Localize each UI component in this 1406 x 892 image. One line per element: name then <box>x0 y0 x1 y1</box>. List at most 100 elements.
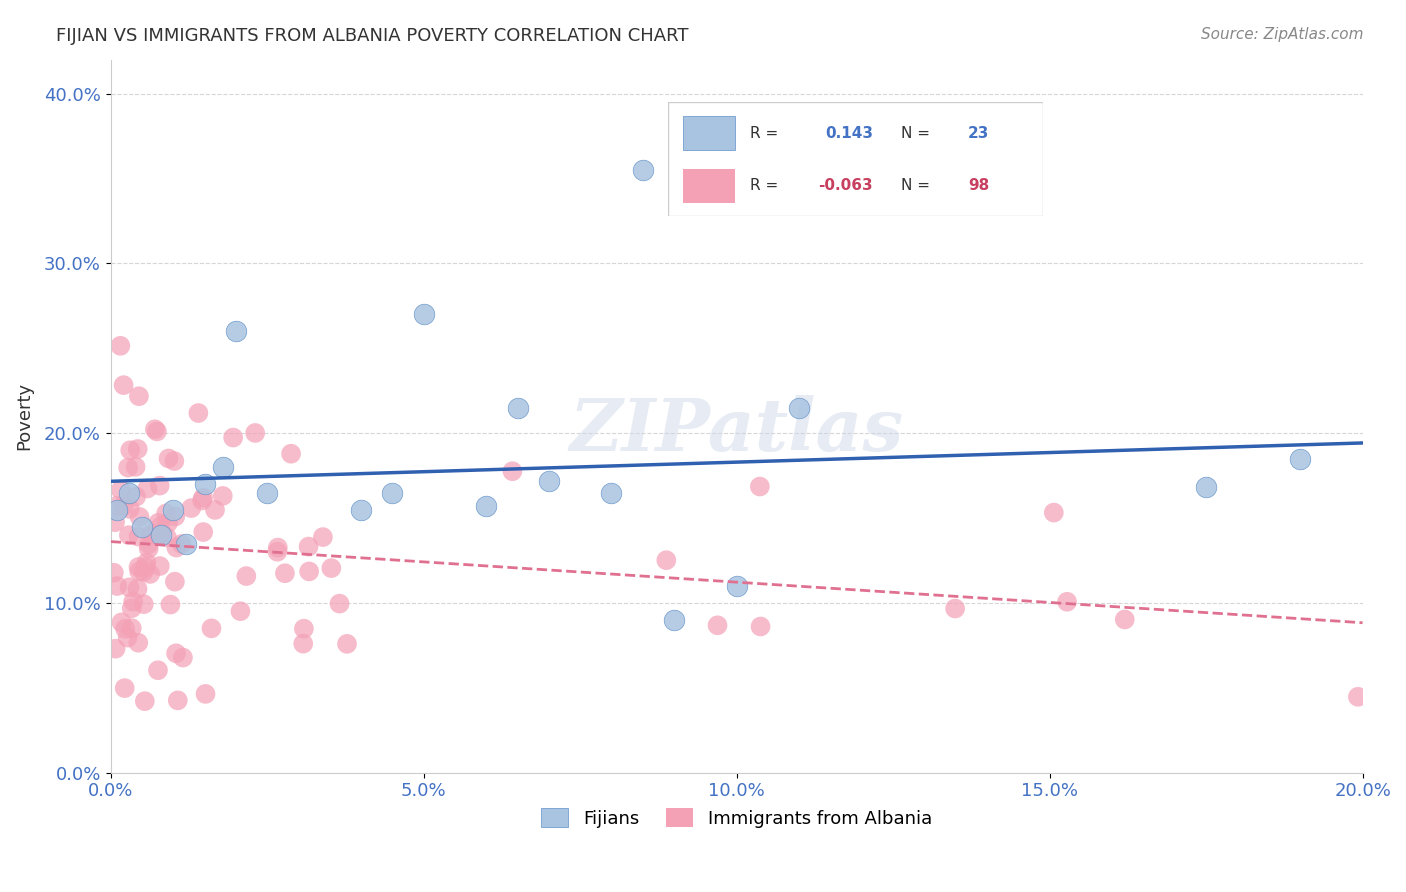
Point <box>211 489 233 503</box>
Point <box>350 502 373 516</box>
Point <box>143 422 166 436</box>
Point <box>118 580 141 594</box>
Point <box>174 536 197 550</box>
Text: ZIPatlas: ZIPatlas <box>569 395 904 466</box>
Point <box>749 619 772 633</box>
Point <box>292 622 315 636</box>
Point <box>163 574 186 589</box>
Point <box>725 579 748 593</box>
Point <box>122 594 145 608</box>
Point <box>148 516 170 530</box>
Point <box>124 459 146 474</box>
Point <box>139 566 162 581</box>
Point <box>1195 481 1218 495</box>
Point <box>1289 451 1312 466</box>
Point <box>200 621 222 635</box>
Text: Source: ZipAtlas.com: Source: ZipAtlas.com <box>1201 27 1364 42</box>
Point <box>475 499 498 513</box>
Point <box>104 515 127 529</box>
Point <box>156 516 179 530</box>
Point <box>170 537 193 551</box>
Point <box>256 485 278 500</box>
Point <box>146 663 169 677</box>
Point <box>127 636 149 650</box>
Point <box>165 541 187 555</box>
Point <box>165 509 187 524</box>
Point <box>159 598 181 612</box>
Point <box>149 559 172 574</box>
Point <box>157 451 180 466</box>
Point <box>336 637 359 651</box>
Point <box>537 474 560 488</box>
Point <box>193 524 215 539</box>
Point <box>180 501 202 516</box>
Point <box>1114 612 1136 626</box>
Point <box>162 502 184 516</box>
Point <box>105 499 128 513</box>
Y-axis label: Poverty: Poverty <box>15 382 32 450</box>
Point <box>155 507 177 521</box>
Point <box>110 615 132 630</box>
Point <box>222 431 245 445</box>
Point <box>138 537 160 551</box>
Point <box>312 530 335 544</box>
Point <box>135 556 157 570</box>
Point <box>943 601 966 615</box>
Point <box>150 527 173 541</box>
Point <box>110 483 132 497</box>
Point <box>112 500 135 514</box>
Point <box>172 650 194 665</box>
Point <box>132 597 155 611</box>
Point <box>142 527 165 541</box>
Point <box>118 502 141 516</box>
Point <box>149 519 172 533</box>
Point <box>105 579 128 593</box>
Point <box>298 565 321 579</box>
Point <box>662 613 685 627</box>
Point <box>165 646 187 660</box>
Point <box>229 604 252 618</box>
Point <box>204 503 226 517</box>
Point <box>128 510 150 524</box>
Point <box>156 530 179 544</box>
Point <box>132 565 155 579</box>
Point <box>149 478 172 492</box>
Point <box>191 491 214 505</box>
Point <box>600 485 623 500</box>
Point <box>187 406 209 420</box>
Point <box>235 569 257 583</box>
Point <box>121 601 143 615</box>
Point <box>114 681 136 695</box>
Point <box>120 443 142 458</box>
Point <box>135 560 157 574</box>
Point <box>149 528 172 542</box>
Point <box>706 618 728 632</box>
Point <box>138 541 160 556</box>
Point <box>128 389 150 403</box>
Point <box>243 425 266 440</box>
Point <box>1043 506 1066 520</box>
Point <box>266 545 288 559</box>
Point <box>787 401 810 415</box>
Point <box>212 460 235 475</box>
Point <box>103 566 125 580</box>
Point <box>274 566 297 581</box>
Point <box>139 527 162 541</box>
Point <box>194 687 217 701</box>
Point <box>280 447 302 461</box>
Point <box>118 485 141 500</box>
Point <box>128 530 150 544</box>
Point <box>381 485 404 500</box>
Point <box>128 565 150 579</box>
Text: FIJIAN VS IMMIGRANTS FROM ALBANIA POVERTY CORRELATION CHART: FIJIAN VS IMMIGRANTS FROM ALBANIA POVERT… <box>56 27 689 45</box>
Point <box>127 582 149 596</box>
Point <box>134 694 156 708</box>
Point <box>131 519 153 533</box>
Point <box>166 693 188 707</box>
Point <box>297 540 319 554</box>
Point <box>105 502 128 516</box>
Point <box>117 631 139 645</box>
Point <box>328 597 350 611</box>
Point <box>146 425 169 439</box>
Point <box>104 641 127 656</box>
